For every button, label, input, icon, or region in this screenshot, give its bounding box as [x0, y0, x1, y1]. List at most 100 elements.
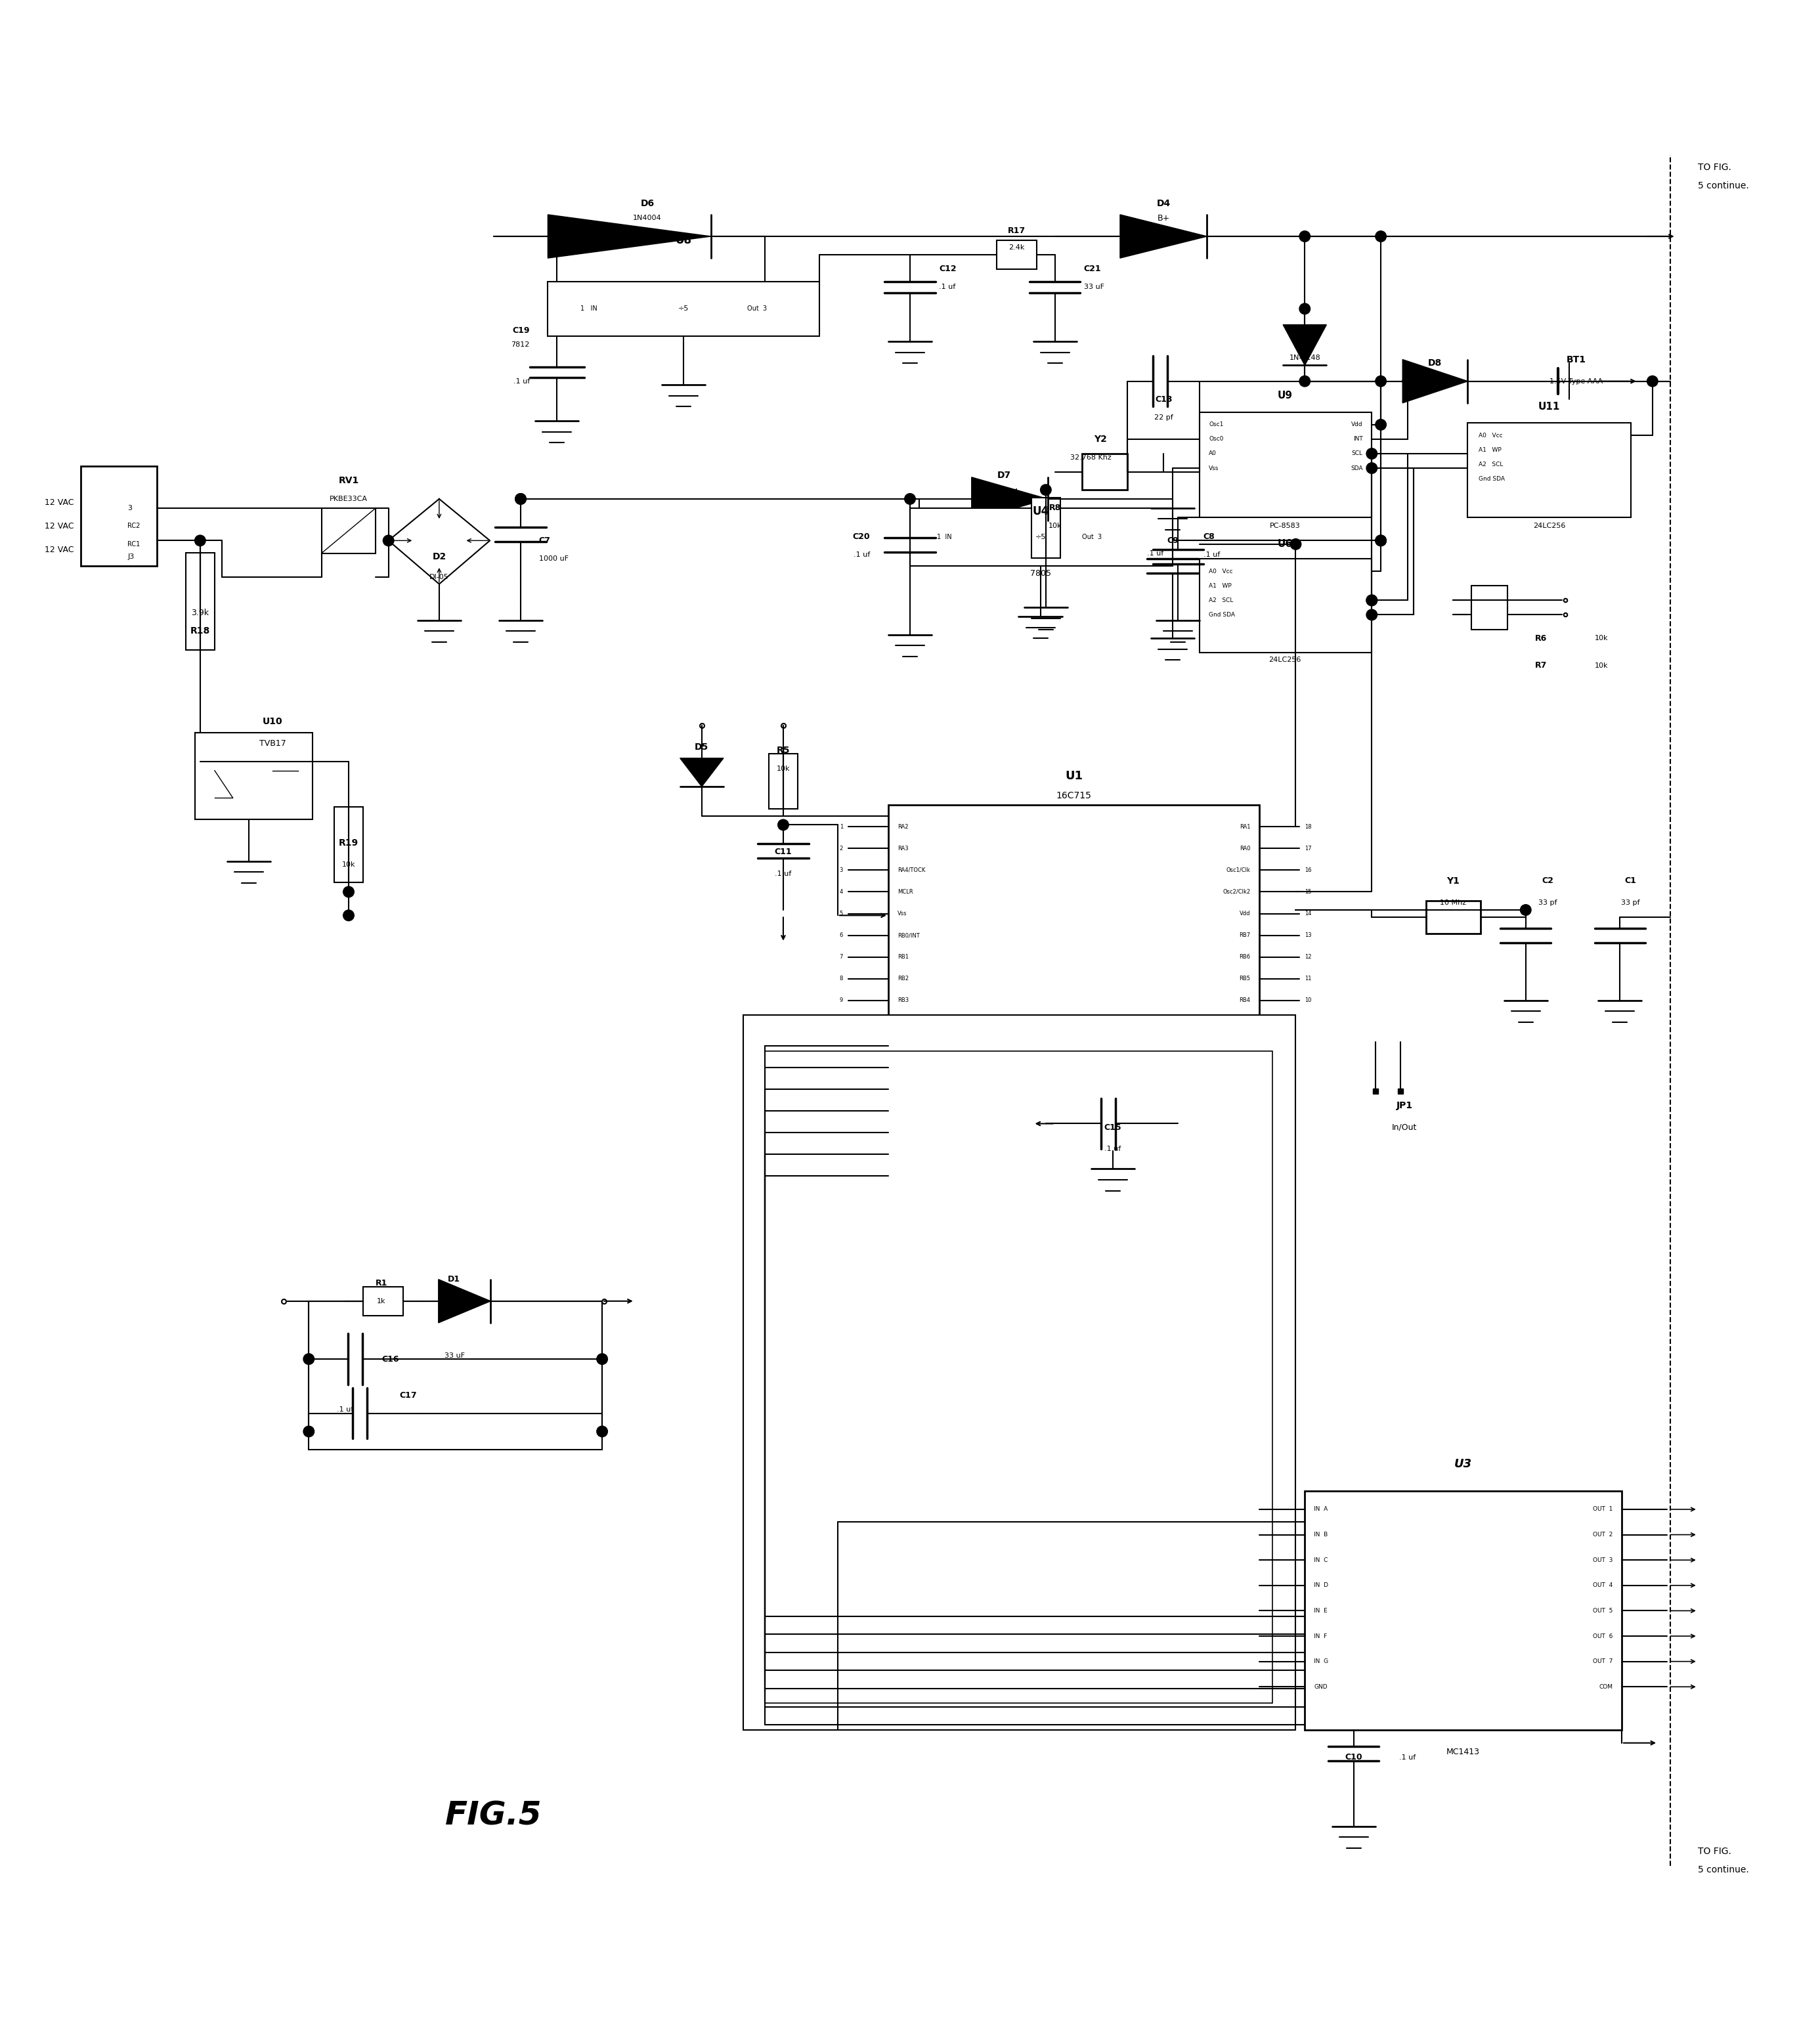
- Text: Y2: Y2: [1094, 434, 1107, 445]
- Text: Vss: Vss: [1208, 465, 1219, 471]
- Text: Vdd: Vdd: [1350, 422, 1363, 428]
- Circle shape: [1376, 231, 1387, 242]
- Circle shape: [1376, 536, 1387, 546]
- Circle shape: [1376, 376, 1387, 386]
- Text: C17: C17: [400, 1391, 417, 1399]
- Text: 9: 9: [839, 997, 843, 1003]
- Text: TO FIG.: TO FIG.: [1698, 162, 1731, 173]
- Bar: [186, 552, 215, 650]
- Text: RA3: RA3: [897, 844, 908, 851]
- Text: D3: D3: [1298, 335, 1312, 345]
- Circle shape: [515, 493, 526, 503]
- Text: U1: U1: [1065, 769, 1083, 782]
- Text: 1   IN: 1 IN: [581, 304, 597, 313]
- Polygon shape: [1403, 359, 1467, 402]
- Text: 3: 3: [839, 867, 843, 873]
- Text: D8: D8: [1429, 359, 1441, 367]
- Text: Osc1: Osc1: [1208, 422, 1223, 428]
- Text: R1: R1: [375, 1279, 388, 1287]
- Text: C1: C1: [1625, 877, 1636, 885]
- Bar: [1199, 412, 1372, 518]
- Bar: [364, 1287, 402, 1315]
- Text: D4: D4: [1156, 199, 1170, 209]
- Text: 7: 7: [839, 954, 843, 960]
- Text: RB3: RB3: [897, 997, 908, 1003]
- Text: 11: 11: [1305, 976, 1312, 983]
- Text: 1N-4148: 1N-4148: [686, 761, 717, 769]
- Text: 1  IN: 1 IN: [937, 534, 952, 540]
- Text: C20: C20: [854, 532, 870, 542]
- Text: RB2: RB2: [897, 976, 908, 983]
- Text: 22 pf: 22 pf: [1154, 414, 1172, 420]
- Text: PKBE33CA: PKBE33CA: [329, 495, 368, 501]
- Bar: [1305, 1492, 1622, 1730]
- Text: 16C715: 16C715: [1056, 792, 1092, 800]
- Text: 12: 12: [1305, 954, 1312, 960]
- Bar: [764, 1052, 1272, 1703]
- Text: IN  E: IN E: [1314, 1608, 1327, 1614]
- Circle shape: [1367, 595, 1378, 605]
- Text: Osc1/Clk: Osc1/Clk: [1227, 867, 1250, 873]
- Text: R5: R5: [777, 747, 790, 755]
- Text: RA4/TOCK: RA4/TOCK: [897, 867, 925, 873]
- Text: C13: C13: [1156, 396, 1172, 404]
- Circle shape: [344, 909, 355, 922]
- Bar: [888, 806, 1259, 1019]
- Text: +5V: +5V: [446, 1295, 462, 1301]
- Text: 10k: 10k: [777, 765, 790, 771]
- Text: 7812: 7812: [511, 341, 530, 349]
- Text: GND: GND: [1314, 1683, 1327, 1689]
- Text: Vss: Vss: [897, 911, 906, 918]
- Text: 33 pf: 33 pf: [1538, 899, 1556, 905]
- Bar: [80, 467, 157, 566]
- Circle shape: [551, 231, 562, 242]
- Text: BT1: BT1: [1567, 355, 1587, 363]
- Text: 1000 uF: 1000 uF: [539, 556, 568, 562]
- Text: RA0: RA0: [1239, 844, 1250, 851]
- Text: A0   Vcc: A0 Vcc: [1208, 568, 1232, 574]
- Text: R19: R19: [339, 838, 359, 849]
- Bar: [335, 808, 364, 883]
- Text: OUT  6: OUT 6: [1592, 1634, 1613, 1638]
- Text: 1k: 1k: [377, 1297, 386, 1305]
- Text: RB7: RB7: [1239, 932, 1250, 938]
- Text: IN  C: IN C: [1314, 1557, 1329, 1563]
- Circle shape: [597, 1354, 608, 1364]
- Text: RV1: RV1: [339, 477, 359, 485]
- Polygon shape: [1119, 215, 1207, 258]
- Text: IN  G: IN G: [1314, 1659, 1329, 1665]
- Text: .1 uf: .1 uf: [775, 871, 792, 877]
- Bar: [1427, 901, 1480, 934]
- Text: 5 continue.: 5 continue.: [1698, 1866, 1749, 1874]
- Text: U10: U10: [262, 717, 282, 727]
- Circle shape: [777, 820, 788, 830]
- Text: 10k: 10k: [1594, 635, 1609, 641]
- Bar: [1471, 601, 1507, 629]
- Text: C8: C8: [1203, 532, 1216, 542]
- Text: C15: C15: [1105, 1123, 1121, 1131]
- Polygon shape: [1283, 325, 1327, 365]
- Text: OUT  5: OUT 5: [1592, 1608, 1613, 1614]
- Text: U9: U9: [1278, 392, 1292, 400]
- Text: RA1: RA1: [1239, 824, 1250, 830]
- Text: R6: R6: [1534, 633, 1547, 644]
- Text: C19: C19: [511, 327, 530, 335]
- Text: D7: D7: [997, 471, 1012, 479]
- Circle shape: [1299, 376, 1310, 386]
- Text: 16: 16: [1305, 867, 1312, 873]
- Text: C7: C7: [539, 536, 550, 544]
- Text: 15: 15: [1305, 889, 1312, 895]
- Text: 3: 3: [127, 505, 133, 512]
- Text: A2   SCL: A2 SCL: [1478, 461, 1503, 467]
- Bar: [548, 282, 819, 335]
- Text: 12 VAC: 12 VAC: [44, 546, 73, 554]
- Bar: [1083, 453, 1127, 489]
- Bar: [1471, 587, 1507, 615]
- Text: 1N-4148: 1N-4148: [1289, 355, 1321, 361]
- Text: .1 uf: .1 uf: [1147, 550, 1163, 556]
- Text: Out  3: Out 3: [746, 304, 766, 313]
- Text: 1N4004: 1N4004: [633, 215, 662, 221]
- Bar: [1199, 558, 1372, 654]
- Text: 2.4k: 2.4k: [1008, 244, 1025, 250]
- Text: C2: C2: [1542, 877, 1552, 885]
